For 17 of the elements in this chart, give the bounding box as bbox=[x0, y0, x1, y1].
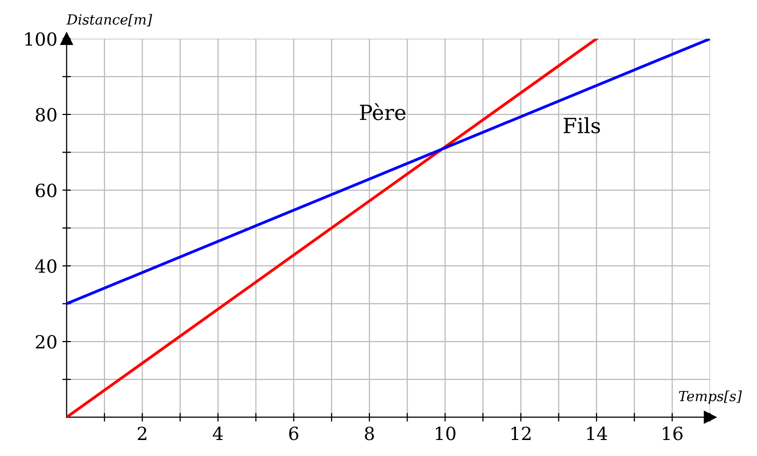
y-tick-label: 80 bbox=[36, 108, 56, 122]
y-tick-label: 100 bbox=[25, 32, 56, 46]
x-tick-label: 4 bbox=[212, 426, 223, 440]
series-label: Fils bbox=[564, 117, 600, 134]
x-tick-label: 8 bbox=[364, 426, 374, 440]
x-tick-label: 6 bbox=[289, 426, 298, 440]
x-tick-label: 12 bbox=[512, 426, 531, 440]
x-tick-label: 14 bbox=[587, 426, 608, 440]
y-tick-label: 60 bbox=[36, 184, 56, 198]
x-tick-label: 16 bbox=[662, 426, 683, 440]
x-tick-label: 10 bbox=[436, 426, 456, 440]
x-tick-label: 2 bbox=[138, 426, 146, 440]
y-tick-label: 40 bbox=[35, 259, 56, 273]
y-axis-title: Distance[m] bbox=[66, 14, 152, 26]
text: Père bbox=[360, 103, 406, 120]
x-axis-title: Temps[s] bbox=[678, 390, 742, 404]
y-tick-label: 20 bbox=[36, 335, 56, 349]
